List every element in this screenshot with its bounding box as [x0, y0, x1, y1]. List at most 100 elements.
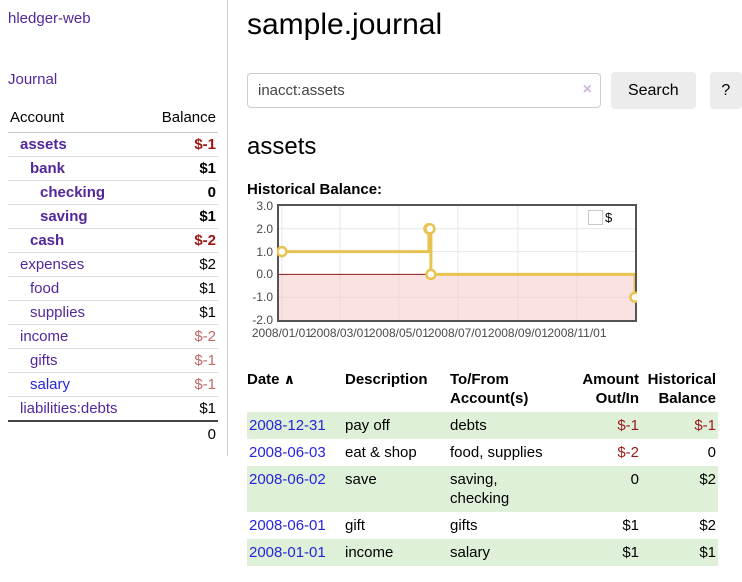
accounts-total-value: 0 — [158, 420, 218, 447]
register-header-row: Date ∧ Description To/From Account(s) Am… — [247, 368, 718, 412]
amount-cell: $1 — [560, 539, 641, 566]
transaction-date-link[interactable]: 2008-06-01 — [249, 517, 326, 534]
app-title: hledger-web — [8, 10, 217, 27]
transaction-row: 2008-06-01 gift gifts $1 $2 — [247, 512, 718, 539]
page-title: sample.journal — [247, 8, 443, 41]
sidebar-account-link[interactable]: saving — [40, 208, 88, 225]
accounts-cell: saving, checking — [450, 466, 560, 512]
page: hledger-web Journal Account Balance asse… — [8, 0, 742, 566]
account-name-cell: checking — [8, 180, 158, 205]
balance-cell: $-1 — [641, 412, 718, 439]
description-column-header: Description — [345, 371, 428, 388]
amount-header-line1: Amount — [582, 371, 639, 388]
date-cell: 2008-12-31 — [247, 412, 345, 439]
chart-plot-area — [277, 204, 637, 322]
sidebar-account-link[interactable]: food — [30, 280, 60, 297]
amount-cell: 0 — [560, 466, 641, 512]
account-balance-cell: $-1 — [158, 132, 218, 157]
sidebar-account-link[interactable]: salary — [30, 376, 71, 393]
register-table: Date ∧ Description To/From Account(s) Am… — [247, 368, 718, 566]
account-row: salary $-1 — [8, 372, 218, 397]
legend-label: $ — [605, 210, 613, 225]
transaction-date-link[interactable]: 2008-12-31 — [249, 417, 326, 434]
x-axis-tick-label: 2008/01/01 — [251, 326, 312, 340]
balance-cell: 0 — [707, 444, 716, 461]
account-row: checking 0 — [8, 180, 218, 205]
description-cell: eat & shop — [345, 444, 417, 461]
x-axis-tick-label: 2008/07/01 — [427, 326, 488, 340]
search-button[interactable]: Search — [610, 72, 696, 109]
account-row: food $1 — [8, 276, 218, 301]
sidebar-account-link[interactable]: cash — [30, 232, 65, 249]
search-box: × — [247, 73, 601, 108]
legend-swatch-icon — [588, 210, 603, 225]
account-row: saving $1 — [8, 204, 218, 229]
account-name-cell: food — [8, 276, 158, 301]
amount-cell: $-2 — [617, 444, 639, 461]
account-balance-cell: $-2 — [158, 324, 218, 349]
account-balance-cell: $1 — [158, 300, 218, 325]
transaction-row: 2008-01-01 income salary $1 $1 — [247, 539, 718, 566]
transaction-date-link[interactable]: 2008-06-03 — [249, 444, 326, 461]
account-name-cell: assets — [8, 132, 158, 157]
search-input[interactable] — [247, 73, 601, 108]
accounts-header-line1: To/From — [450, 371, 509, 388]
accounts-table: Account Balance assets $-1 bank $1 checking 0… — [8, 104, 218, 447]
sidebar-account-link[interactable]: liabilities:debts — [20, 400, 118, 417]
y-axis: 3.0 2.0 1.0 0.0 -1.0 -2.0 — [247, 199, 273, 327]
search-form: × Search ? — [247, 72, 742, 109]
accounts-cell: gifts — [450, 517, 478, 534]
account-row: liabilities:debts $1 — [8, 396, 218, 422]
account-row: cash $-2 — [8, 228, 218, 253]
accounts-table-header: Account Balance — [8, 104, 218, 133]
x-axis: 2008/01/01 2008/03/01 2008/05/01 2008/07/01… — [247, 326, 639, 342]
sidebar-account-link[interactable]: assets — [20, 136, 67, 153]
account-row: gifts $-1 — [8, 348, 218, 373]
sidebar-nav: Journal — [8, 71, 217, 88]
account-balance-cell: $1 — [158, 396, 218, 422]
y-axis-tick-label: -1.0 — [252, 290, 273, 305]
date-cell: 2008-06-01 — [247, 512, 345, 539]
balance-cell: $1 — [641, 539, 718, 566]
balance-cell: $2 — [641, 466, 718, 512]
amount-cell: $-1 — [560, 412, 641, 439]
account-balance-cell: $1 — [158, 204, 218, 229]
date-column-header[interactable]: Date ∧ — [247, 368, 345, 412]
transaction-date-link[interactable]: 2008-01-01 — [249, 544, 326, 561]
accounts-total-spacer — [8, 420, 158, 447]
account-heading: assets — [247, 133, 317, 160]
sidebar-account-link[interactable]: supplies — [30, 304, 86, 321]
amount-cell: $1 — [622, 517, 639, 534]
date-cell: 2008-06-03 — [247, 439, 345, 466]
sidebar-account-link[interactable]: bank — [30, 160, 66, 177]
clear-search-icon[interactable]: × — [582, 81, 592, 98]
sidebar-item-journal[interactable]: Journal — [8, 71, 58, 88]
transaction-date-link[interactable]: 2008-06-02 — [249, 471, 326, 488]
account-row: expenses $2 — [8, 252, 218, 277]
account-name-cell: cash — [8, 228, 158, 253]
account-name-cell: saving — [8, 204, 158, 229]
x-axis-tick-label: 2008/05/01 — [368, 326, 429, 340]
app-title-link[interactable]: hledger-web — [8, 10, 91, 27]
transaction-row: 2008-06-03 eat & shop food, supplies $-2 0 — [247, 439, 718, 466]
sidebar-account-link[interactable]: income — [20, 328, 69, 345]
account-name-cell: bank — [8, 156, 158, 181]
sidebar-account-link[interactable]: expenses — [20, 256, 85, 273]
account-name-cell: salary — [8, 372, 158, 397]
account-balance-cell: $2 — [158, 252, 218, 277]
account-balance-cell: $-1 — [158, 348, 218, 373]
chart-legend: $ — [588, 210, 612, 225]
amount-header-line2: Out/In — [595, 390, 639, 407]
accounts-cell: food, supplies — [450, 444, 543, 461]
help-button[interactable]: ? — [709, 72, 742, 109]
sidebar-account-link[interactable]: gifts — [30, 352, 58, 369]
account-name-cell: income — [8, 324, 158, 349]
accounts-cell: salary — [450, 539, 560, 566]
sort-ascending-icon: ∧ — [283, 371, 296, 387]
account-balance-cell: $1 — [158, 156, 218, 181]
account-name-cell: supplies — [8, 300, 158, 325]
account-balance-cell: $1 — [158, 276, 218, 301]
y-axis-tick-label: 0.0 — [256, 267, 273, 282]
account-balance-cell: 0 — [158, 180, 218, 205]
sidebar-account-link[interactable]: checking — [40, 184, 106, 201]
